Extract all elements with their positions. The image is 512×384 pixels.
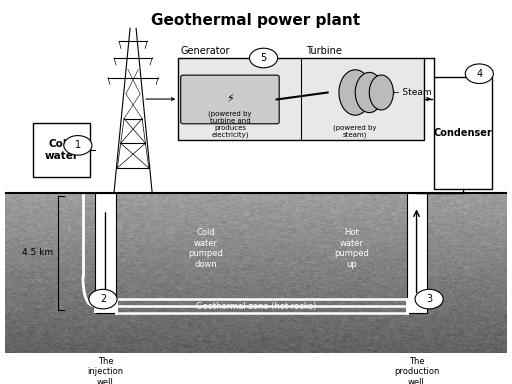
Text: (powered by
steam): (powered by steam)	[333, 124, 377, 138]
Bar	[178, 58, 424, 140]
Ellipse shape	[369, 75, 393, 110]
Text: (powered by
turbine and
produces
electricity): (powered by turbine and produces electri…	[208, 110, 252, 138]
FancyBboxPatch shape	[181, 75, 279, 124]
Text: ⚡: ⚡	[226, 94, 234, 104]
Text: Hot
water
pumped
up: Hot water pumped up	[334, 228, 369, 268]
Ellipse shape	[355, 73, 383, 113]
Text: 4.5 km: 4.5 km	[22, 248, 53, 257]
Bar	[5, 4, 507, 192]
Circle shape	[89, 289, 117, 309]
Text: Generator: Generator	[181, 46, 230, 56]
Text: 3: 3	[426, 294, 432, 304]
Text: Cold
water: Cold water	[45, 139, 78, 161]
Text: Geothermal zone (hot rocks): Geothermal zone (hot rocks)	[196, 301, 316, 311]
Circle shape	[64, 136, 92, 155]
Ellipse shape	[339, 70, 372, 115]
Text: 5: 5	[261, 53, 267, 63]
Text: The
injection
well: The injection well	[88, 357, 123, 384]
Text: 4: 4	[476, 69, 482, 79]
Bar	[33, 122, 91, 177]
Text: Condenser: Condenser	[434, 128, 493, 138]
Circle shape	[415, 289, 443, 309]
Text: Turbine: Turbine	[306, 46, 342, 56]
Bar	[95, 192, 116, 313]
Text: 1: 1	[75, 141, 81, 151]
Text: Geothermal power plant: Geothermal power plant	[152, 13, 360, 28]
Text: Cold
water
pumped
down: Cold water pumped down	[188, 228, 223, 268]
Text: ← Steam: ← Steam	[392, 88, 432, 97]
Bar	[434, 77, 492, 189]
Text: The
production
well: The production well	[394, 357, 439, 384]
Text: 2: 2	[100, 294, 106, 304]
Circle shape	[465, 64, 494, 83]
Bar	[407, 192, 426, 313]
Circle shape	[249, 48, 278, 68]
